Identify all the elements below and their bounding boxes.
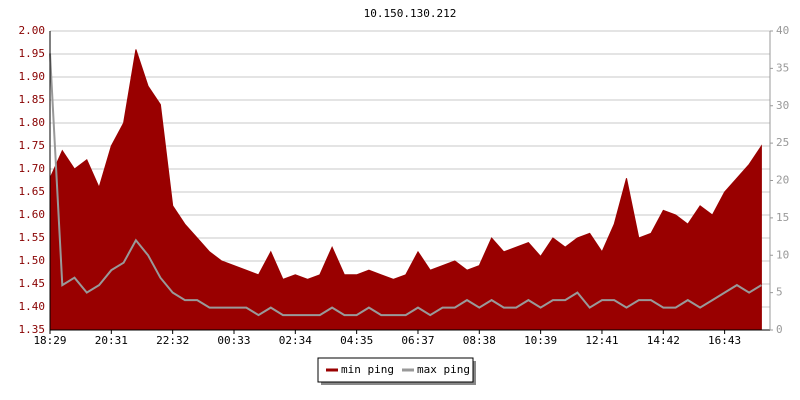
series-line: [49, 53, 762, 317]
y2-tick-label: 10: [776, 248, 789, 261]
y-tick-label: 1.85: [19, 93, 46, 106]
x-tick-label: 16:43: [708, 334, 741, 347]
y2-tick-label: 0: [776, 323, 783, 336]
x-tick-label: 14:42: [647, 334, 680, 347]
y-tick-label: 1.60: [19, 208, 46, 221]
x-tick-label: 12:41: [585, 334, 618, 347]
x-tick-label: 08:38: [463, 334, 496, 347]
y-tick-label: 1.55: [19, 231, 46, 244]
y-tick-label: 1.90: [19, 70, 46, 83]
legend-label: min ping: [341, 363, 394, 376]
y-tick-label: 1.75: [19, 139, 46, 152]
x-tick-label: 06:37: [401, 334, 434, 347]
legend: [317, 357, 474, 383]
x-tick-label: 02:34: [279, 334, 312, 347]
x-tick-label: 22:32: [156, 334, 189, 347]
legend-label: max ping: [417, 363, 470, 376]
y2-tick-label: 5: [776, 286, 783, 299]
y-tick-label: 1.95: [19, 47, 46, 60]
y-tick-label: 2.00: [19, 24, 46, 37]
x-tick-label: 10:39: [524, 334, 557, 347]
series-area: [49, 49, 762, 331]
x-tick-label: 00:33: [217, 334, 250, 347]
y-tick-label: 1.65: [19, 185, 46, 198]
y2-tick-label: 35: [776, 61, 789, 74]
y-tick-label: 1.50: [19, 254, 46, 267]
y2-tick-label: 30: [776, 99, 789, 112]
y2-tick-label: 40: [776, 24, 789, 37]
y-tick-label: 1.35: [19, 323, 46, 336]
x-tick-label: 04:35: [340, 334, 373, 347]
y-tick-label: 1.80: [19, 116, 46, 129]
y2-tick-label: 15: [776, 211, 789, 224]
y-tick-label: 1.70: [19, 162, 46, 175]
y2-tick-label: 20: [776, 174, 789, 187]
y-tick-label: 1.45: [19, 277, 46, 290]
chart-title: 10.150.130.212: [364, 7, 457, 20]
x-tick-label: 20:31: [95, 334, 128, 347]
y-tick-label: 1.40: [19, 300, 46, 313]
x-tick-label: 18:29: [33, 334, 66, 347]
y2-tick-label: 25: [776, 136, 789, 149]
